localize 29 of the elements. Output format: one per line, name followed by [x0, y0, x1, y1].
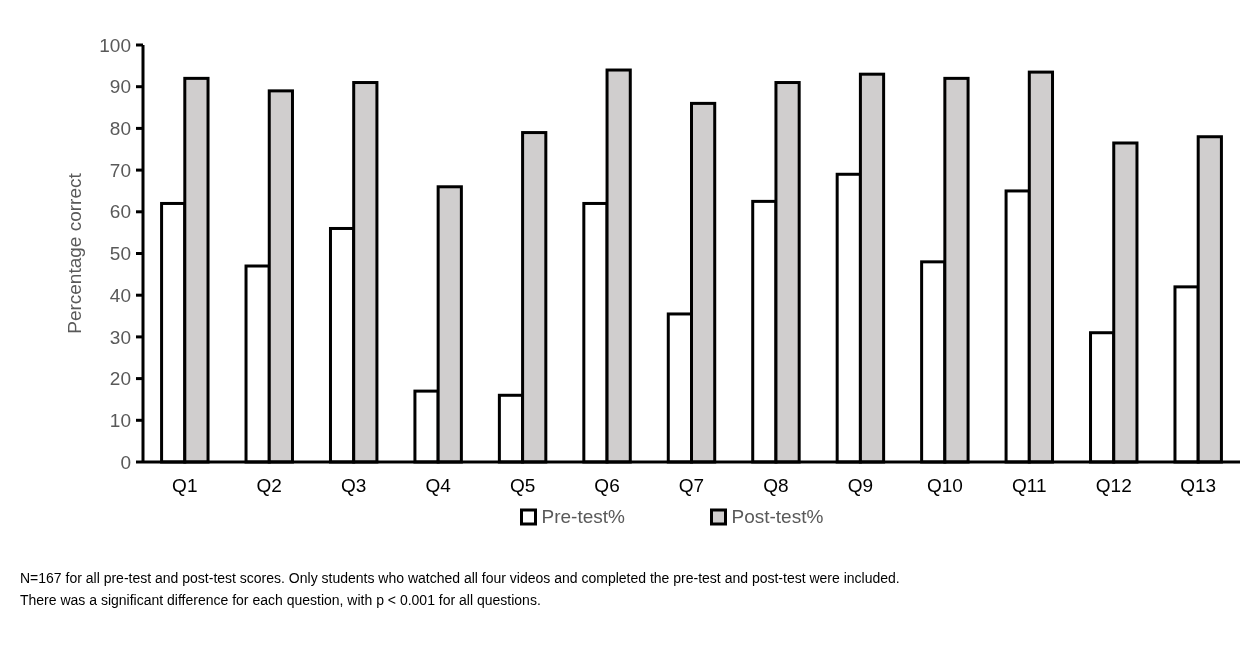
x-tick-label: Q6	[594, 475, 620, 496]
x-tick-label: Q11	[1012, 475, 1047, 496]
y-tick-label: 100	[99, 34, 131, 56]
x-tick-label: Q4	[425, 475, 452, 496]
legend-label: Pre-test%	[541, 506, 626, 527]
x-tick-label: Q5	[509, 475, 536, 496]
x-tick-label: Q9	[847, 475, 874, 496]
x-tick-label: Q3	[341, 475, 367, 496]
y-tick-label: 10	[109, 409, 131, 431]
y-tick-label: 90	[109, 76, 131, 98]
x-tick-label: Q12	[1095, 475, 1132, 496]
y-tick-label: 30	[109, 326, 131, 348]
x-tick-label: Q13	[1180, 475, 1217, 496]
text: There was a significant difference for each question, with p < 0.001 for all questions.	[20, 592, 541, 608]
y-tick-label: 20	[109, 368, 131, 390]
y-tick-label: 50	[109, 243, 131, 265]
text: N=167 for all pre-test and post-test scores. Only students who watched all four videos and completed the pre-test and post-test were included.	[20, 570, 900, 586]
x-tick-label: Q10	[926, 475, 963, 496]
y-tick-label: 0	[120, 451, 131, 473]
legend-label: Post-test%	[731, 506, 824, 527]
y-tick-label: 60	[109, 201, 131, 223]
x-tick-label: Q2	[256, 475, 282, 496]
y-tick-label: 70	[109, 159, 131, 181]
y-axis-title: Percentage correct	[64, 172, 85, 334]
x-tick-label: Q1	[172, 475, 198, 496]
y-tick-label: 40	[109, 284, 131, 306]
x-tick-label: Q7	[678, 475, 705, 496]
x-tick-label: Q8	[763, 475, 789, 496]
y-tick-label: 80	[109, 118, 131, 140]
